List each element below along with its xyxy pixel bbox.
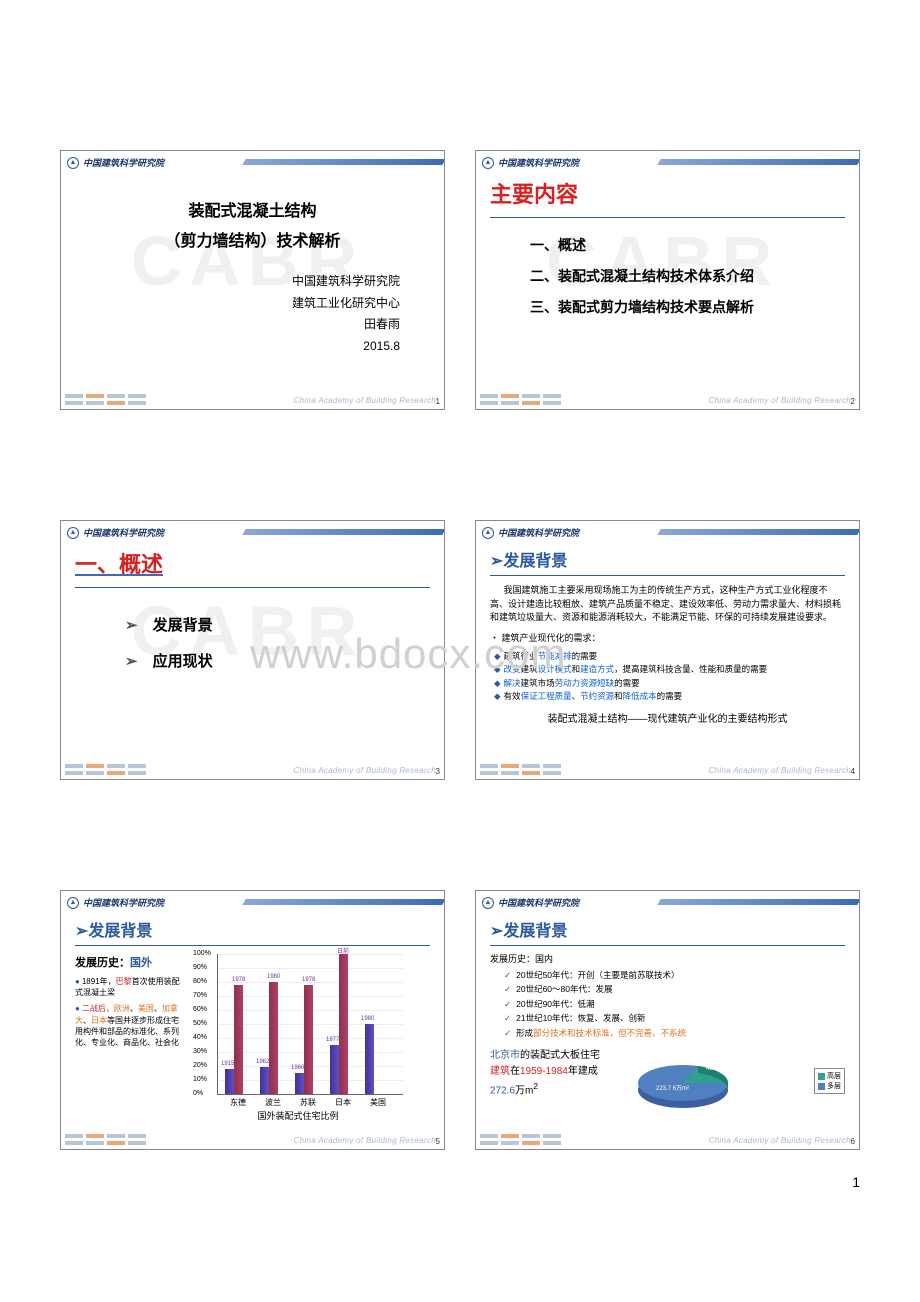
logo-text: 中国建筑科学研究院 [498,526,579,539]
svg-text:48.9万m²: 48.9万m² [706,1065,731,1072]
slide1-org: 中国建筑科学研究院 [75,271,400,293]
slide2-item2: 二、装配式混凝土结构技术体系介绍 [530,261,845,292]
footer-brand: China Academy of Building Research [294,1136,436,1145]
logo-text: 中国建筑科学研究院 [498,156,579,169]
logo-icon: ▲ [482,527,494,539]
logo-icon: ▲ [482,157,494,169]
slide6-list: ✓20世纪50年代：开创（主要是前苏联技术） ✓20世纪60～80年代：发展 ✓… [490,968,845,1040]
logo-icon: ▲ [67,897,79,909]
header-bar [242,159,445,165]
slide1-title1: 装配式混凝土结构 [75,197,430,221]
footer-blocks [480,1134,570,1145]
svg-text:223.7 6万m²: 223.7 6万m² [656,1085,689,1092]
slide2-heading: 主要内容 [490,177,845,209]
slide5-num: 5 [436,1137,440,1146]
footer-blocks [65,1134,155,1145]
slide3-heading: 一、概述 [75,547,430,579]
slide6-heading: ➢发展背景 [490,917,845,941]
slide-header: ▲ 中国建筑科学研究院 [61,891,444,911]
slide-6: ▲ 中国建筑科学研究院 ➢发展背景 发展历史：国内 ✓20世纪50年代：开创（主… [475,890,860,1150]
slide4-num: 4 [851,767,855,776]
logo-icon: ▲ [67,527,79,539]
slide3-item2: ➢应用现状 [125,644,430,680]
slide-2: CABR ▲ 中国建筑科学研究院 主要内容 一、概述 二、装配式混凝土结构技术体… [475,150,860,410]
footer-brand: China Academy of Building Research [709,396,851,405]
logo-icon: ▲ [482,897,494,909]
divider [490,575,845,576]
footer-blocks [65,394,155,405]
logo-text: 中国建筑科学研究院 [83,526,164,539]
footer-brand: China Academy of Building Research [294,396,436,405]
slide5-sub: 发展历史：国外 [75,954,185,970]
slide5-p2: ●二战后，欧洲、美国、加拿大、日本等国并逐步形成住宅用构件和部品的标准化、系列化… [75,1003,185,1048]
slide6-sub: 发展历史：国内 [490,952,845,965]
slide-header: ▲ 中国建筑科学研究院 [476,151,859,171]
slide5-p1: ●1891年，巴黎首次使用装配式混凝土梁 [75,976,185,998]
slide1-author: 田春雨 [75,314,400,336]
slide4-bottom: 装配式混凝土结构——现代建筑产业化的主要结构形式 [490,710,845,725]
slide3-num: 3 [436,767,440,776]
header-bar [242,529,445,535]
footer-blocks [480,394,570,405]
header-bar [657,529,860,535]
header-bar [657,899,860,905]
divider [490,217,845,218]
slide1-dept: 建筑工业化研究中心 [75,293,400,315]
slide1-date: 2015.8 [75,336,400,358]
footer-blocks [65,764,155,775]
logo-text: 中国建筑科学研究院 [83,896,164,909]
slide6-pie: 48.9万m² 223.7 6万m² 高层 多层 [628,1048,845,1118]
slide6-num: 6 [851,1137,855,1146]
slide-header: ▲ 中国建筑科学研究院 [476,521,859,541]
footer-brand: China Academy of Building Research [294,766,436,775]
slide4-bullets: ◆建筑行业节能减排的需要 ◆改变建筑设计模式和建造方式，提高建筑科技含量、性能和… [490,650,845,704]
slide-header: ▲ 中国建筑科学研究院 [476,891,859,911]
slide1-num: 1 [436,397,440,406]
logo-text: 中国建筑科学研究院 [83,156,164,169]
slide2-item3: 三、装配式剪力墙结构技术要点解析 [530,292,845,323]
slide-header: ▲ 中国建筑科学研究院 [61,151,444,171]
slide2-item1: 一、概述 [530,230,845,261]
logo-text: 中国建筑科学研究院 [498,896,579,909]
slide-header: ▲ 中国建筑科学研究院 [61,521,444,541]
slide-3: CABR ▲ 中国建筑科学研究院 一、概述 ➢发展背景 ➢应用现状 Chi [60,520,445,780]
slide-1: CABR ▲ 中国建筑科学研究院 装配式混凝土结构 （剪力墙结构）技术解析 中国… [60,150,445,410]
slide4-need: ・ 建筑产业现代化的需求： [490,631,845,644]
divider [75,945,430,946]
slide-5: ▲ 中国建筑科学研究院 ➢发展背景 发展历史：国外 ●1891年，巴黎首次使用装… [60,890,445,1150]
slide5-heading: ➢发展背景 [75,917,430,941]
pie-legend: 高层 多层 [814,1068,845,1094]
slide1-title2: （剪力墙结构）技术解析 [75,227,430,251]
divider [490,945,845,946]
slide3-item1: ➢发展背景 [125,608,430,644]
slide4-heading: ➢发展背景 [490,547,845,571]
slide-4: ▲ 中国建筑科学研究院 ➢发展背景 我国建筑施工主要采用现场施工为主的传统生产方… [475,520,860,780]
header-bar [657,159,860,165]
header-bar [242,899,445,905]
divider [75,587,430,588]
footer-brand: China Academy of Building Research [709,1136,851,1145]
logo-icon: ▲ [67,157,79,169]
slide6-beijing: 北京市的装配式大板住宅 建筑在1959-1984年建成 272.6万m2 [490,1048,620,1118]
footer-brand: China Academy of Building Research [709,766,851,775]
slide4-para: 我国建筑施工主要采用现场施工为主的传统生产方式，这种生产方式工业化程度不高、设计… [490,584,845,625]
slide5-chart: 0%10%20%30%40%50%60%70%80%90%100%1915197… [193,954,430,1119]
footer-blocks [480,764,570,775]
page-number: 1 [852,1174,860,1190]
slide2-num: 2 [851,397,855,406]
